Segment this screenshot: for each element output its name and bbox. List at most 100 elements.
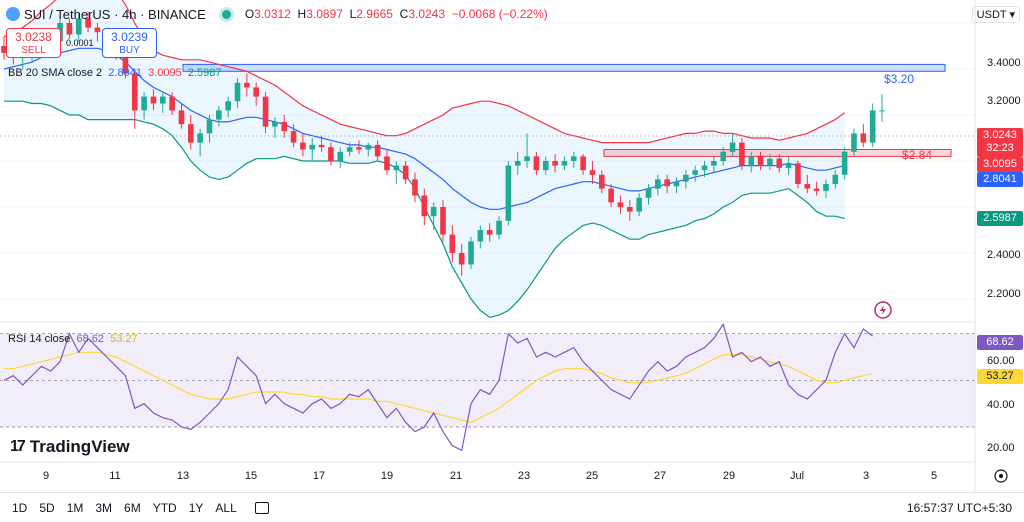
tradingview-logo-icon: 17 [10,438,26,455]
timeframe-all[interactable]: ALL [215,500,237,515]
chart-grid [0,22,975,300]
candle-body [272,121,278,127]
symbol-title[interactable]: SUI / TetherUS · 4h · BINANCE [24,6,206,22]
candle-body [664,179,670,187]
candle-body [328,147,334,161]
rsi-line [3,322,874,452]
rsi-tag: 68.62 [977,335,1023,350]
candle-body [169,96,175,111]
price-tick: 2.4000 [987,249,1021,261]
candle-body [757,156,764,166]
candle-body [851,133,857,152]
candle-body [570,156,577,161]
ohlc-values: O3.0312 H3.0897 L2.9665 C3.0243 −0.0068 … [244,7,548,21]
candle-body [505,165,512,221]
candle-body [589,170,596,175]
time-tick: 9 [42,470,50,482]
candle-body [533,156,540,171]
rsi-pane [0,322,975,452]
candle-body [683,174,689,182]
market-status-icon [221,9,231,19]
timeframe-1d[interactable]: 1D [12,500,28,515]
bollinger-band-area [4,0,845,318]
candle-body [131,73,138,111]
time-tick: 21 [449,470,463,482]
candle-body [468,241,474,265]
candle-body [673,181,680,187]
candle-body [739,142,745,166]
candle-body [617,202,624,207]
candle-body [776,158,783,168]
candle-body [309,144,316,150]
time-tick: 23 [517,470,531,482]
price-zones [182,63,952,157]
timeframe-1m[interactable]: 1M [66,500,84,515]
candle-body [281,121,288,132]
candle-body [598,174,605,189]
resistance-annotation: $3.20 [884,72,915,86]
candle-body [785,163,792,168]
spread-value: 0.0001 [66,38,94,48]
candle-body [206,119,213,134]
candle-body [458,253,465,265]
time-tick: 11 [109,470,121,482]
date-range-icon[interactable] [254,501,269,514]
time-tick: 17 [312,470,326,482]
candle-body [636,197,642,212]
rsi-ma-tag: 53.27 [977,369,1023,384]
candle-body [402,165,409,180]
candle-body [66,23,73,35]
clock[interactable]: 16:57:37 UTC+5:30 [906,500,1012,515]
candle-body [795,163,801,184]
sell-button[interactable]: 3.0238 SELL [6,28,61,58]
candle-body [720,151,727,161]
timeframe-3m[interactable]: 3M [95,500,113,515]
bb-basis-tag: 2.8041 [977,172,1023,187]
timeframe-ytd[interactable]: YTD [152,500,177,515]
flash-icon[interactable] [874,301,892,319]
candle-body [178,110,185,125]
candle-body [627,207,633,212]
candle-body [430,207,437,217]
candle-body [860,133,867,143]
time-tick: 29 [722,470,736,482]
bb-upper-tag: 3.0095 [977,157,1023,172]
timeframe-5d[interactable]: 5D [39,500,55,515]
time-tick: 25 [585,470,599,482]
bb-legend[interactable]: BB 20 SMA close 2 2.8041 3.0095 2.5987 [8,67,222,79]
last-price-tag: 3.0243 32:23 [977,128,1023,157]
candle-body [75,18,82,35]
timeframe-6m[interactable]: 6M [124,500,141,515]
candle-body [841,151,848,175]
bb-lower-tag: 2.5987 [977,211,1023,226]
candle-body [879,110,885,112]
candle-body [542,161,549,171]
timeframe-1y[interactable]: 1Y [188,500,204,515]
support-annotation: $2.84 [902,148,933,162]
tradingview-logo[interactable]: 17 TradingView [10,437,130,456]
price-tick: 3.2000 [987,95,1021,107]
chart-canvas[interactable] [0,0,1024,492]
symbol-logo-icon[interactable] [6,7,20,21]
time-tick: 13 [176,470,190,482]
candle-body [234,82,241,102]
time-tick: 5 [930,470,938,482]
candle-body [197,133,203,143]
time-tick: 19 [380,470,394,482]
candle-body [655,179,661,189]
bollinger-fill [4,0,845,318]
rsi-legend[interactable]: RSI 14 close 68.62 53.27 [8,333,138,345]
candle-body [692,170,698,175]
candle-body [150,96,157,104]
currency-selector[interactable]: USDT ▾ [971,6,1020,23]
candle-body [412,179,418,196]
candle-body [122,50,129,74]
settings-icon[interactable] [994,469,1008,483]
candle-body [580,156,586,171]
buy-button[interactable]: 3.0239 BUY [102,28,157,58]
candle-body [496,220,502,235]
candle-body [384,156,390,171]
candle-body [645,188,652,198]
candle-body [729,142,736,152]
candle-body [552,161,558,166]
